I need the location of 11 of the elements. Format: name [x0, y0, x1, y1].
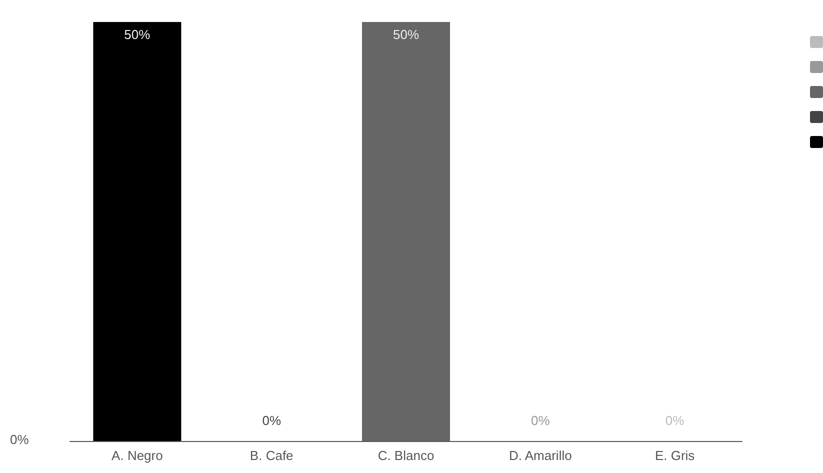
x-tick-label: B. Cafe	[250, 448, 294, 463]
data-label: 50%	[392, 27, 420, 42]
x-tick-label: A. Negro	[112, 448, 163, 463]
data-label: 0%	[262, 413, 282, 428]
data-label: 0%	[665, 413, 685, 428]
x-tick-label: D. Amarillo	[508, 448, 572, 463]
x-tick-label: C. Blanco	[378, 448, 434, 463]
x-tick-label: E. Gris	[654, 448, 696, 463]
data-label: 0%	[531, 413, 550, 428]
data-label: 50%	[124, 27, 151, 42]
text: 0%	[10, 432, 30, 447]
